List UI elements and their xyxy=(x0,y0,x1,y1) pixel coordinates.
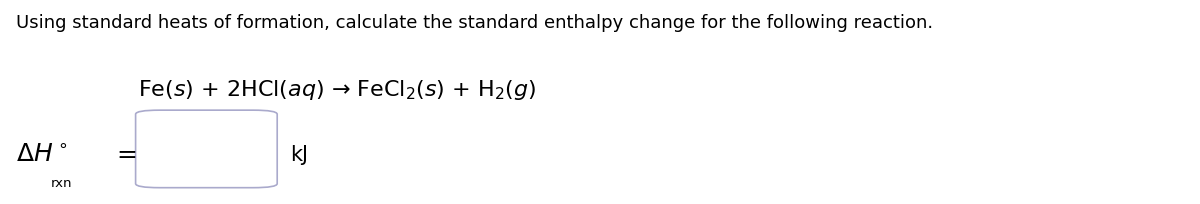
Text: kJ: kJ xyxy=(290,145,308,165)
Text: Using standard heats of formation, calculate the standard enthalpy change for th: Using standard heats of formation, calcu… xyxy=(16,14,932,32)
Text: rxn: rxn xyxy=(50,177,72,190)
Text: $\Delta H^\circ$: $\Delta H^\circ$ xyxy=(16,143,67,167)
Text: Fe($s$) + 2HCl($aq$) → FeCl$_2$($s$) + H$_2$($g$): Fe($s$) + 2HCl($aq$) → FeCl$_2$($s$) + H… xyxy=(138,78,536,102)
Text: =: = xyxy=(116,143,137,167)
FancyBboxPatch shape xyxy=(136,110,277,188)
